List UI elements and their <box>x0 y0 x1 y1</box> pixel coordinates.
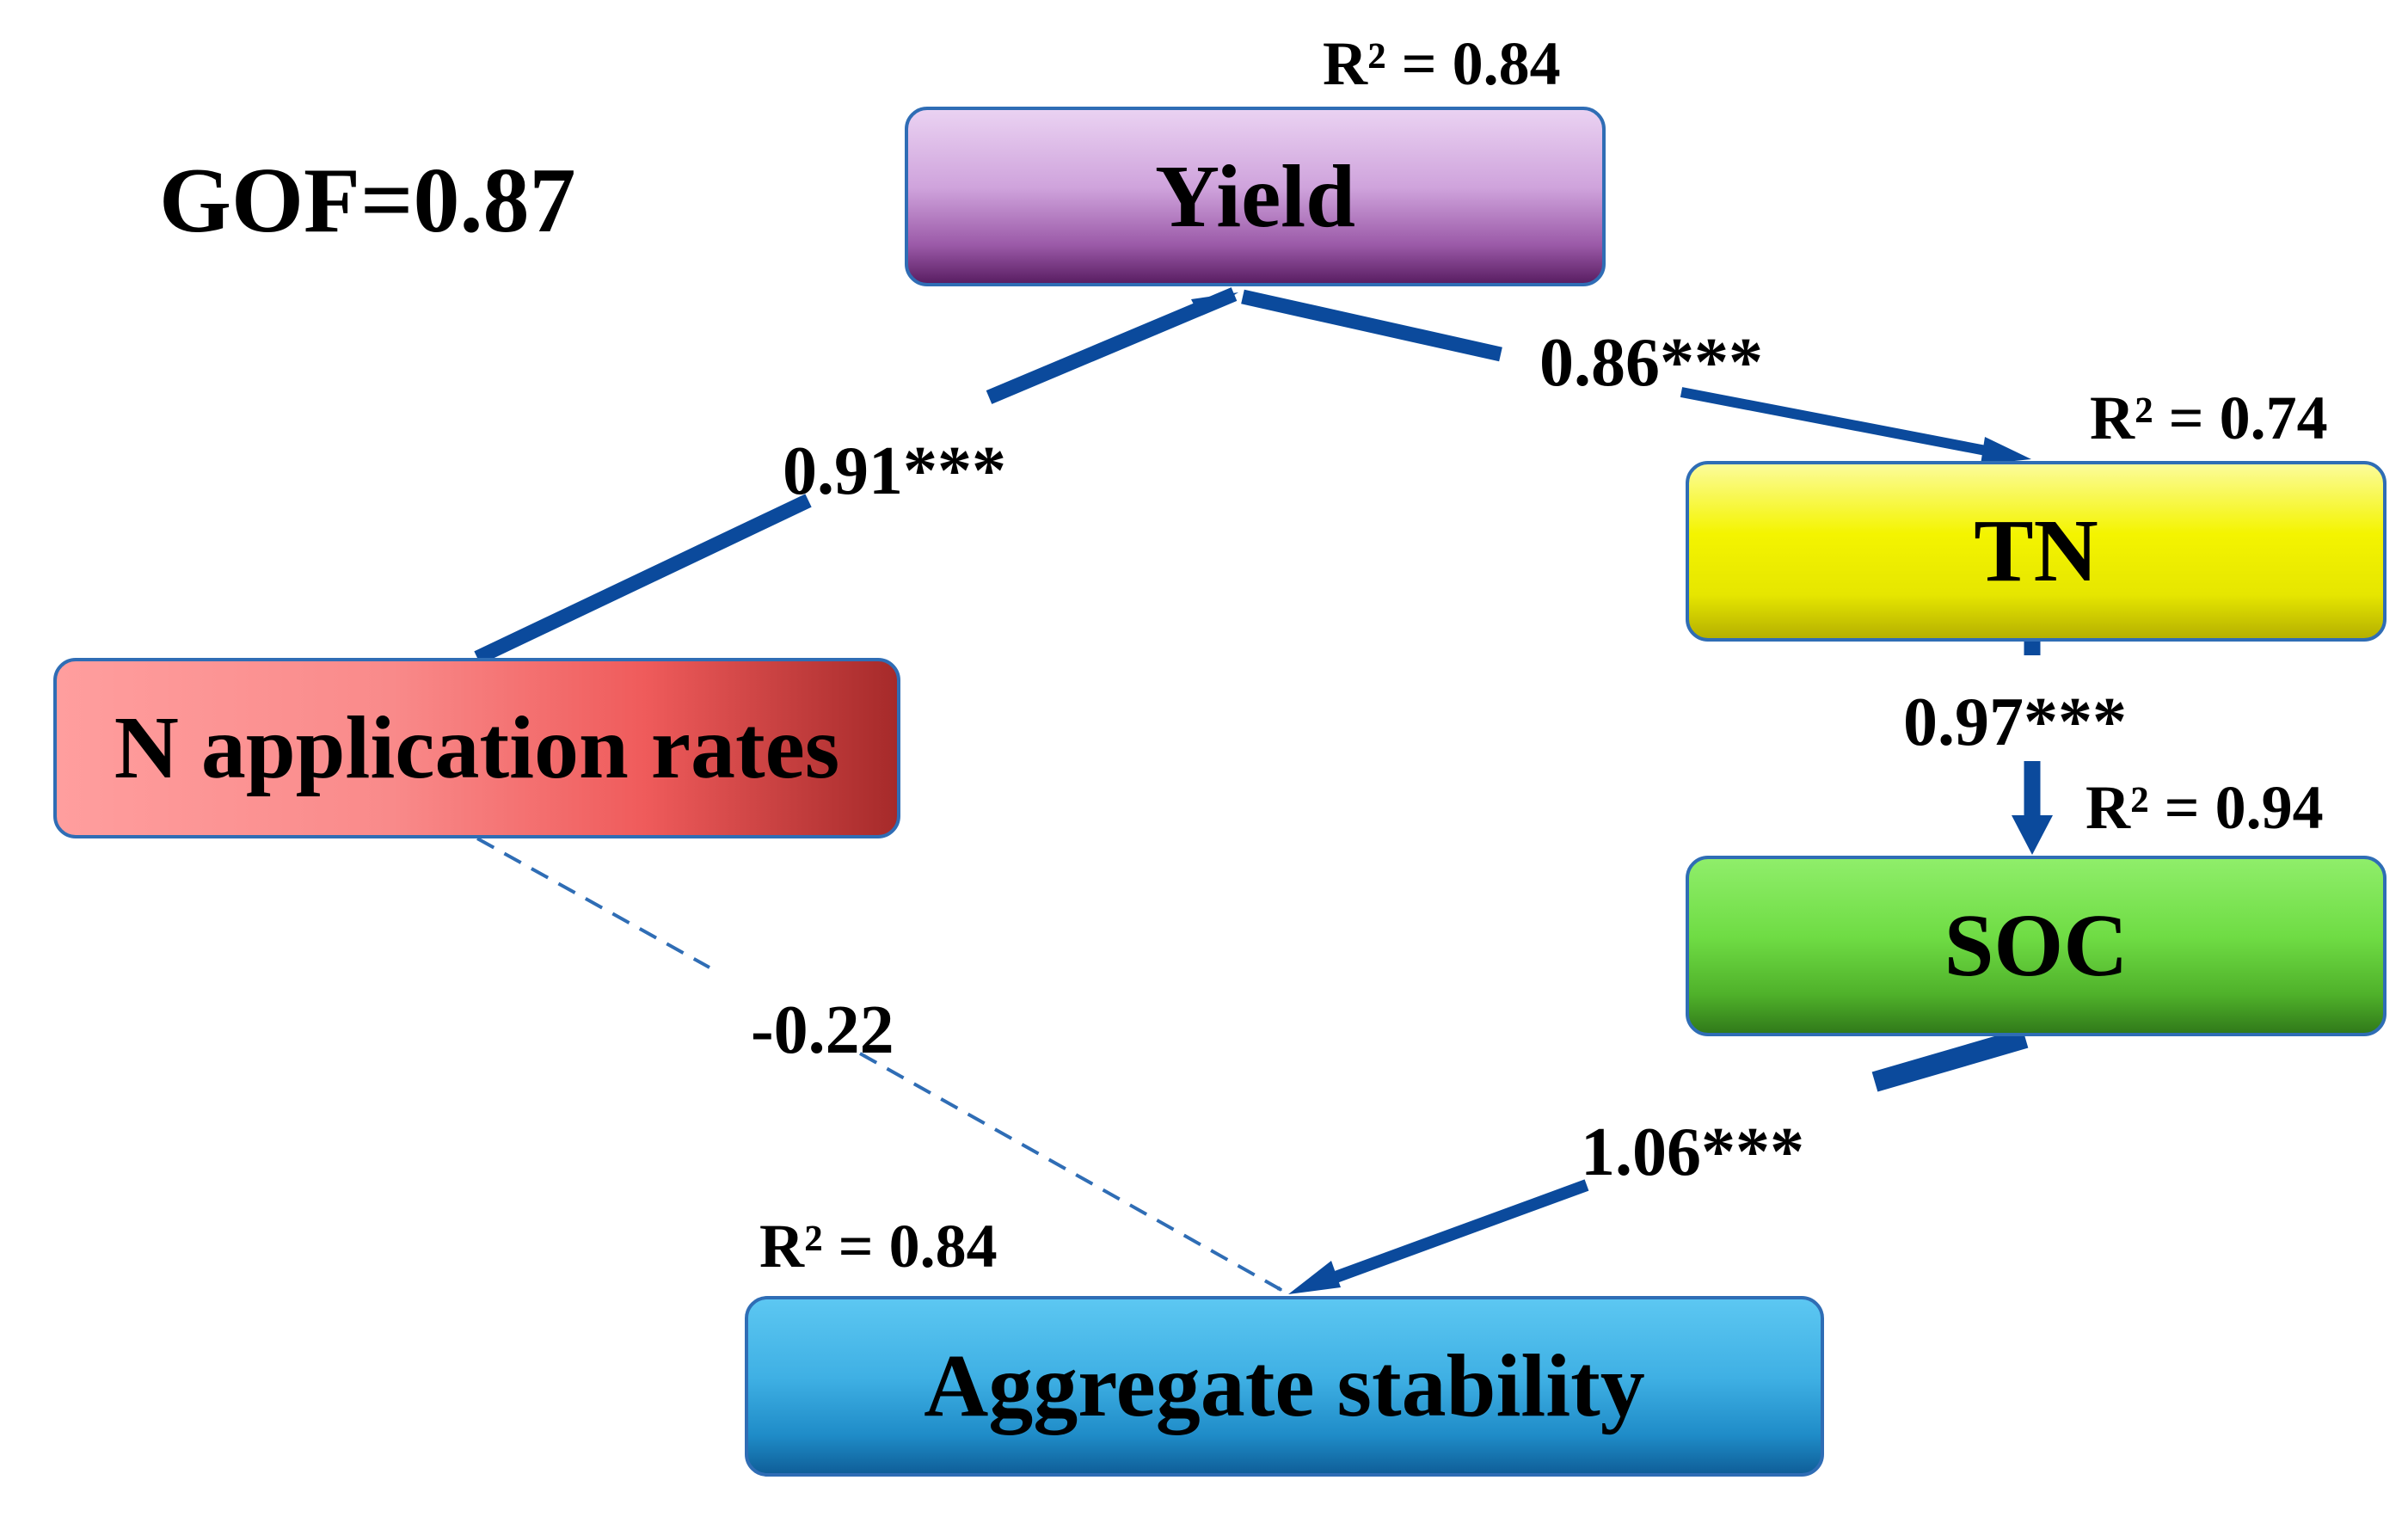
coef-n-to-aggregate: -0.22 <box>751 992 894 1068</box>
node-yield-label: Yield <box>1154 146 1356 246</box>
arrow-tn-to-soc <box>2012 642 2053 855</box>
node-aggregate-stability-label: Aggregate stability <box>924 1336 1645 1435</box>
coef-n-to-yield: 0.91*** <box>783 433 1006 509</box>
r2-soc: R² = 0.94 <box>2086 773 2324 842</box>
r2-tn: R² = 0.74 <box>2090 384 2328 452</box>
node-soc-label: SOC <box>1944 896 2128 995</box>
arrow-soc-to-aggregate <box>1288 1028 2029 1294</box>
arrow-n-to-aggregate <box>476 837 1281 1292</box>
arrow-yield-to-tn <box>1241 289 2031 464</box>
r2-yield: R² = 0.84 <box>1323 29 1561 98</box>
r2-aggregate-stability: R² = 0.84 <box>759 1212 998 1281</box>
node-n-application-rates: N application rates <box>53 658 900 838</box>
coef-soc-to-aggregate: 1.06*** <box>1581 1115 1804 1190</box>
node-yield: Yield <box>905 107 1606 286</box>
coef-yield-to-tn: 0.86*** <box>1539 325 1763 401</box>
node-aggregate-stability: Aggregate stability <box>745 1296 1824 1477</box>
node-n-application-rates-label: N application rates <box>114 698 840 797</box>
coef-tn-to-soc: 0.97*** <box>1903 685 2127 760</box>
gof-label: GOF=0.87 <box>159 150 576 252</box>
node-tn-label: TN <box>1974 501 2098 600</box>
arrow-n-to-yield <box>474 287 1238 665</box>
node-tn: TN <box>1686 461 2386 642</box>
node-soc: SOC <box>1686 856 2386 1036</box>
